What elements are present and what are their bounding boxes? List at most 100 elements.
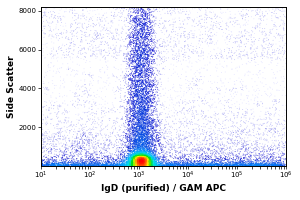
Point: [136, 162, 140, 166]
Point: [216, 163, 220, 167]
Point: [144, 157, 148, 160]
Point: [148, 164, 153, 167]
Point: [202, 145, 206, 148]
Point: [142, 160, 147, 163]
Point: [70, 164, 75, 167]
Point: [144, 154, 148, 157]
Point: [96, 164, 101, 167]
Point: [133, 160, 138, 163]
Point: [277, 146, 282, 149]
Point: [141, 163, 146, 166]
Point: [217, 163, 222, 166]
Point: [144, 43, 149, 47]
Point: [172, 122, 176, 125]
Point: [133, 128, 137, 131]
Point: [136, 123, 141, 126]
Point: [210, 82, 214, 85]
Point: [281, 153, 286, 156]
Point: [150, 160, 155, 163]
Point: [103, 164, 108, 167]
Point: [146, 159, 150, 163]
Point: [278, 163, 283, 166]
Point: [137, 113, 142, 116]
Point: [148, 158, 153, 162]
Point: [138, 154, 142, 158]
Point: [162, 164, 167, 167]
Point: [146, 129, 151, 132]
Point: [235, 164, 240, 167]
Point: [153, 162, 158, 165]
Point: [140, 25, 145, 29]
Point: [194, 164, 199, 167]
Point: [215, 157, 220, 160]
Point: [130, 145, 135, 148]
Point: [213, 14, 218, 17]
Point: [208, 155, 213, 158]
Point: [190, 162, 195, 165]
Point: [130, 133, 134, 136]
Point: [139, 155, 143, 158]
Point: [143, 138, 148, 141]
Point: [141, 164, 146, 167]
Point: [136, 162, 140, 165]
Point: [146, 115, 150, 119]
Point: [184, 91, 189, 94]
Point: [157, 69, 162, 73]
Point: [262, 164, 267, 167]
Point: [83, 158, 88, 161]
Point: [168, 163, 172, 166]
Point: [49, 148, 54, 151]
Point: [86, 25, 91, 28]
Point: [70, 7, 75, 10]
Point: [141, 51, 146, 54]
Point: [66, 164, 71, 167]
Point: [195, 162, 200, 165]
Point: [116, 144, 120, 147]
Point: [143, 140, 148, 143]
Point: [213, 157, 218, 161]
Point: [140, 156, 145, 159]
Point: [269, 160, 274, 163]
Point: [140, 157, 144, 160]
Point: [146, 156, 151, 160]
Point: [261, 161, 266, 164]
Point: [116, 164, 120, 167]
Point: [142, 159, 147, 162]
Point: [170, 153, 175, 156]
Point: [253, 27, 258, 30]
Point: [132, 84, 137, 88]
Point: [132, 134, 137, 137]
Point: [151, 162, 155, 165]
Point: [149, 162, 154, 165]
Point: [101, 14, 106, 17]
Point: [238, 164, 242, 167]
Point: [133, 157, 138, 160]
Point: [97, 69, 102, 73]
Point: [274, 16, 278, 19]
Point: [144, 151, 148, 154]
Point: [203, 136, 208, 139]
Point: [153, 22, 158, 25]
Point: [265, 159, 270, 163]
Point: [138, 158, 143, 161]
Point: [136, 154, 141, 157]
Point: [144, 154, 148, 157]
Point: [97, 139, 101, 142]
Point: [146, 95, 150, 98]
Point: [120, 160, 124, 163]
Point: [138, 155, 143, 158]
Point: [125, 145, 130, 148]
Point: [150, 164, 155, 167]
Point: [252, 163, 256, 166]
Point: [141, 127, 146, 130]
Point: [224, 164, 229, 167]
Point: [164, 163, 169, 166]
Point: [145, 48, 149, 51]
Point: [62, 153, 67, 156]
Point: [239, 162, 244, 166]
Point: [252, 102, 256, 105]
Point: [140, 155, 144, 158]
Point: [134, 157, 138, 160]
Point: [132, 113, 136, 117]
Point: [103, 29, 108, 32]
